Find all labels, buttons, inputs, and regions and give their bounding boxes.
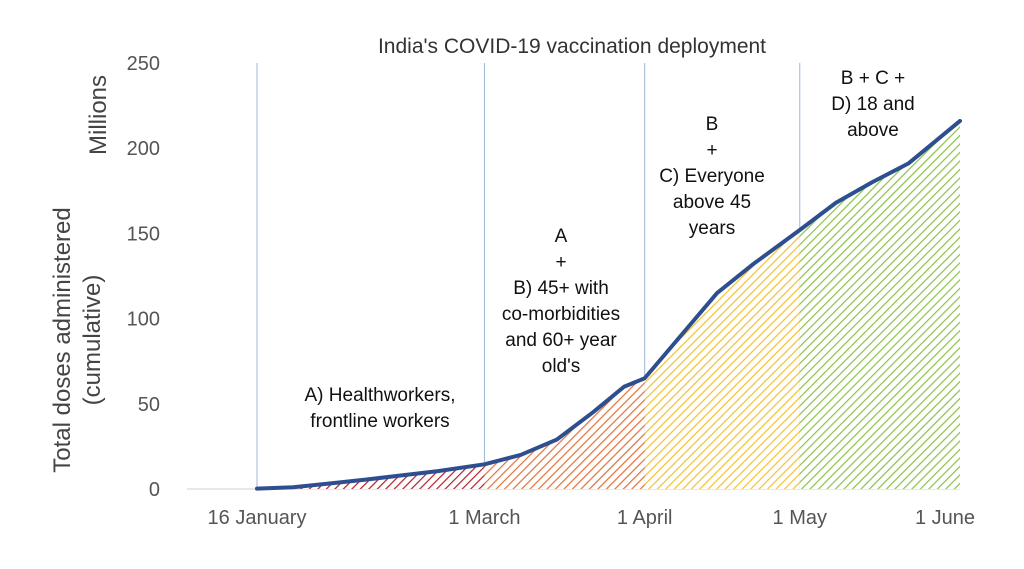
phase-areas — [257, 120, 960, 489]
y-tick-label: 100 — [127, 309, 160, 331]
phase-label-3-line: + — [706, 140, 717, 161]
phase-label-1-line: A) Healthworkers, — [305, 385, 456, 406]
x-tick-label: 1 May — [773, 507, 827, 529]
x-tick-label: 1 June — [915, 507, 975, 529]
phase-labels: A) Healthworkers, frontline workers A + B) 4… — [305, 68, 915, 432]
y-axis-title-line-2: (cumulative) — [79, 275, 106, 406]
phase-area-1 — [257, 464, 485, 489]
chart-title: India's COVID-19 vaccination deployment — [378, 35, 766, 58]
x-tick-label: 16 January — [208, 507, 307, 529]
phase-label-4-line: above — [847, 120, 899, 141]
phase-label-2-line: A — [555, 226, 568, 247]
phase-area-3 — [644, 229, 800, 489]
phase-label-2-line: + — [555, 252, 566, 273]
phase-label-2-line: old's — [542, 356, 580, 377]
y-tick-labels: 0 50 100 150 200 250 — [127, 53, 160, 501]
phase-label-3-line: B — [706, 114, 719, 135]
y-tick-label: 150 — [127, 223, 160, 245]
series-line — [255, 118, 962, 491]
phase-area-4 — [799, 120, 960, 489]
x-tick-labels: 16 January 1 March 1 April 1 May 1 June — [208, 507, 976, 529]
phase-label-3-line: C) Everyone — [659, 166, 765, 187]
y-axis-title-line-1: Total doses administered — [49, 207, 76, 472]
x-tick-label: 1 March — [448, 507, 520, 529]
phase-label-1-line: frontline workers — [310, 411, 449, 432]
phase-label-2-line: co-morbidities — [502, 304, 620, 325]
y-tick-label: 200 — [127, 138, 160, 160]
phase-label-2-line: and 60+ year — [505, 330, 617, 351]
phase-label-2-line: B) 45+ with — [513, 278, 609, 299]
y-tick-label: 250 — [127, 53, 160, 75]
phase-label-3-line: years — [689, 218, 735, 239]
phase-label-4-line: D) 18 and — [831, 94, 914, 115]
cumulative-doses-line — [255, 118, 962, 491]
y-tick-label: 0 — [149, 479, 160, 501]
phase-area-2 — [484, 378, 645, 489]
y-tick-label: 50 — [138, 394, 160, 416]
x-tick-label: 1 April — [617, 507, 673, 529]
y-unit-label: Millions — [85, 75, 112, 155]
phase-label-3-line: above 45 — [673, 192, 751, 213]
phase-label-4-line: B + C + — [841, 68, 905, 89]
